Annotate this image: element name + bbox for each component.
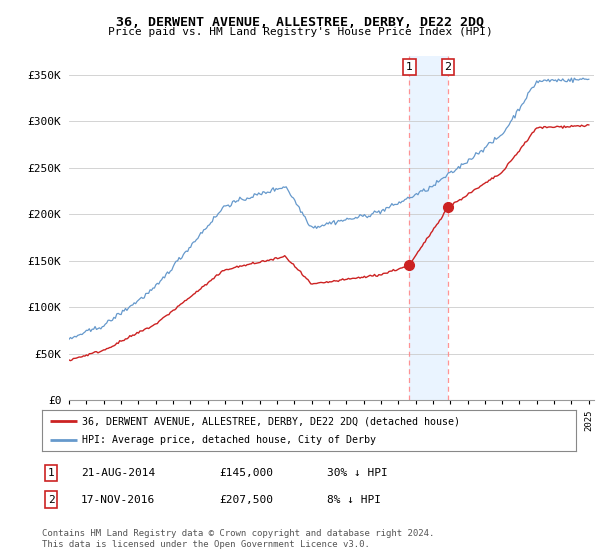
Text: HPI: Average price, detached house, City of Derby: HPI: Average price, detached house, City… (82, 435, 376, 445)
Text: Price paid vs. HM Land Registry's House Price Index (HPI): Price paid vs. HM Land Registry's House … (107, 27, 493, 38)
Text: 30% ↓ HPI: 30% ↓ HPI (327, 468, 388, 478)
Text: 1: 1 (406, 62, 413, 72)
Text: £207,500: £207,500 (219, 494, 273, 505)
Text: 36, DERWENT AVENUE, ALLESTREE, DERBY, DE22 2DQ (detached house): 36, DERWENT AVENUE, ALLESTREE, DERBY, DE… (82, 417, 460, 426)
Bar (409, 56, 448, 400)
Text: 2: 2 (445, 62, 452, 72)
Text: Contains HM Land Registry data © Crown copyright and database right 2024.
This d: Contains HM Land Registry data © Crown c… (42, 529, 434, 549)
Text: £145,000: £145,000 (219, 468, 273, 478)
Text: 1: 1 (47, 468, 55, 478)
Text: 2: 2 (47, 494, 55, 505)
Text: 8% ↓ HPI: 8% ↓ HPI (327, 494, 381, 505)
Text: 21-AUG-2014: 21-AUG-2014 (81, 468, 155, 478)
Text: 17-NOV-2016: 17-NOV-2016 (81, 494, 155, 505)
Text: 36, DERWENT AVENUE, ALLESTREE, DERBY, DE22 2DQ: 36, DERWENT AVENUE, ALLESTREE, DERBY, DE… (116, 16, 484, 29)
